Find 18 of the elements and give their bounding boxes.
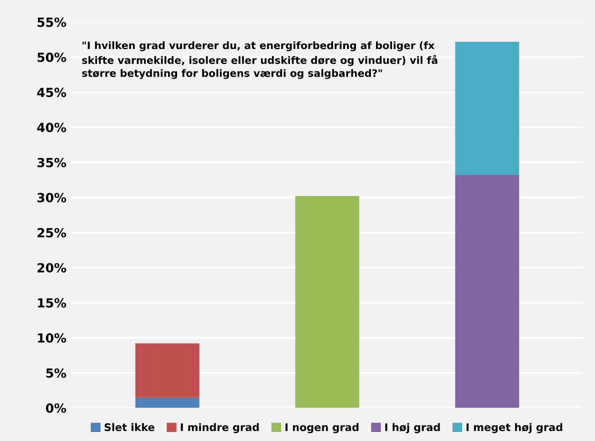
y-tick-label: 10% bbox=[38, 333, 66, 343]
legend-label: Slet ikke bbox=[104, 423, 154, 432]
y-tick-label: 0% bbox=[46, 403, 66, 413]
legend-label: I høj grad bbox=[385, 423, 440, 434]
y-tick-label: 35% bbox=[37, 158, 66, 168]
y-tick-label: 55% bbox=[38, 18, 66, 27]
y-tick-label: 45% bbox=[37, 88, 66, 98]
y-tick-label: 25% bbox=[38, 228, 66, 238]
y-tick-label: 15% bbox=[38, 298, 66, 308]
legend-label: I meget høj grad bbox=[466, 423, 562, 434]
y-tick-label: 30% bbox=[37, 192, 66, 202]
y-tick-label: 50% bbox=[38, 52, 66, 62]
y-tick-label: 40% bbox=[37, 122, 66, 132]
y-tick-label: 5% bbox=[46, 368, 66, 378]
legend-label: I mindre grad bbox=[180, 423, 259, 434]
legend-label: I nogen grad bbox=[286, 423, 358, 434]
annotation: "I hvilken grad vurderer du, at energiforbedring af boliger (fx skifte varmekilde, isolere eller udskifte døre og vinduer) vil få større betydning for boligens værdi og salgbarhed?" bbox=[82, 41, 438, 80]
y-tick-label: 20% bbox=[38, 263, 66, 273]
